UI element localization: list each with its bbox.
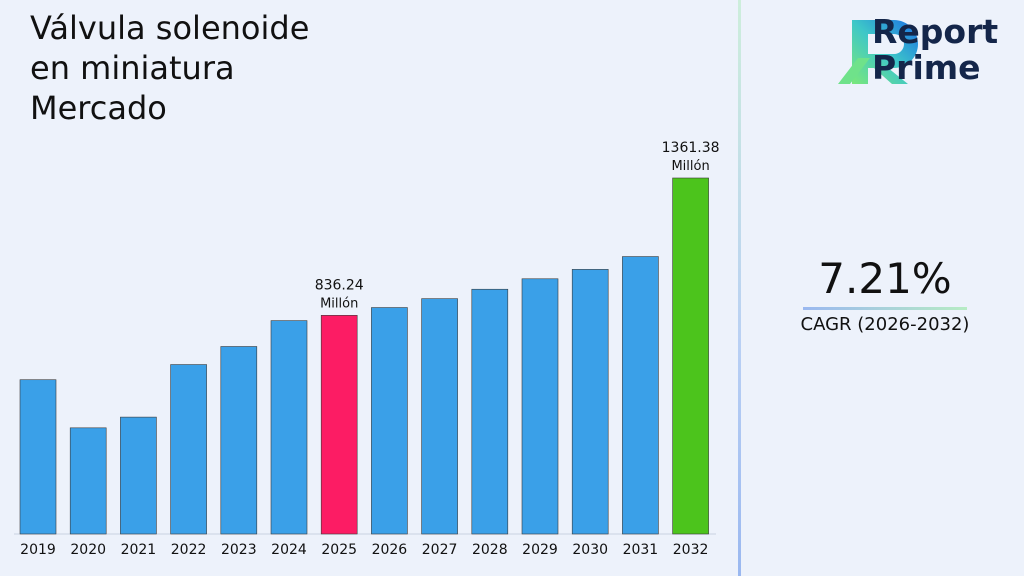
bar-2028 <box>471 288 509 535</box>
data-label-value-2032: 1361.38 <box>662 140 720 156</box>
x-tick-label-2032: 2032 <box>673 542 709 558</box>
x-tick-label-2025: 2025 <box>321 542 357 558</box>
bar-2022 <box>170 364 207 535</box>
bar-2023 <box>220 346 258 535</box>
x-tick-label-2021: 2021 <box>121 542 157 558</box>
bar-2020 <box>69 427 107 535</box>
bar-2025 <box>320 315 358 535</box>
bar-2026 <box>371 307 408 535</box>
cagr-label: CAGR (2026-2032) <box>800 314 970 335</box>
x-tick-label-2024: 2024 <box>271 542 307 558</box>
data-label-unit-2025: Millón <box>320 296 358 311</box>
bar-2031 <box>622 256 659 535</box>
x-tick-label-2022: 2022 <box>171 542 207 558</box>
x-tick-label-2026: 2026 <box>372 542 408 558</box>
bar-2029 <box>521 278 559 535</box>
data-label-unit-2032: Millón <box>671 159 709 174</box>
x-tick-label-2031: 2031 <box>623 542 659 558</box>
x-tick-label-2030: 2030 <box>572 542 608 558</box>
bar-2019 <box>19 379 57 535</box>
bar-2030 <box>571 269 609 535</box>
brand-line-1: Report <box>872 12 999 51</box>
chart-title: Válvula solenoide en miniatura Mercado <box>30 8 390 128</box>
bar-chart: 2019 2020 2021 2022 2023 2024 2025 2026 2027 2028… <box>14 140 720 558</box>
bar-2027 <box>421 298 458 535</box>
brand-line-2: Prime <box>872 48 981 87</box>
brand-name: Report Prime <box>872 14 998 86</box>
title-line-3: Mercado <box>30 89 167 127</box>
bar-2021 <box>120 416 157 535</box>
x-tick-label-2023: 2023 <box>221 542 257 558</box>
x-tick-label-2027: 2027 <box>422 542 458 558</box>
cagr-value: 7.21% <box>818 254 952 303</box>
x-tick-label-2029: 2029 <box>522 542 558 558</box>
report-prime-logo-icon <box>838 20 918 84</box>
cagr-underline <box>803 307 967 310</box>
x-tick-label-2028: 2028 <box>472 542 508 558</box>
title-line-2: en miniatura <box>30 49 235 87</box>
bar-2032 <box>672 177 709 535</box>
title-line-1: Válvula solenoide <box>30 9 310 47</box>
panel-divider <box>738 0 741 576</box>
x-tick-label-2019: 2019 <box>20 542 56 558</box>
x-tick-label-2020: 2020 <box>70 542 106 558</box>
data-label-value-2025: 836.24 <box>315 277 364 293</box>
bar-2024 <box>270 320 308 535</box>
